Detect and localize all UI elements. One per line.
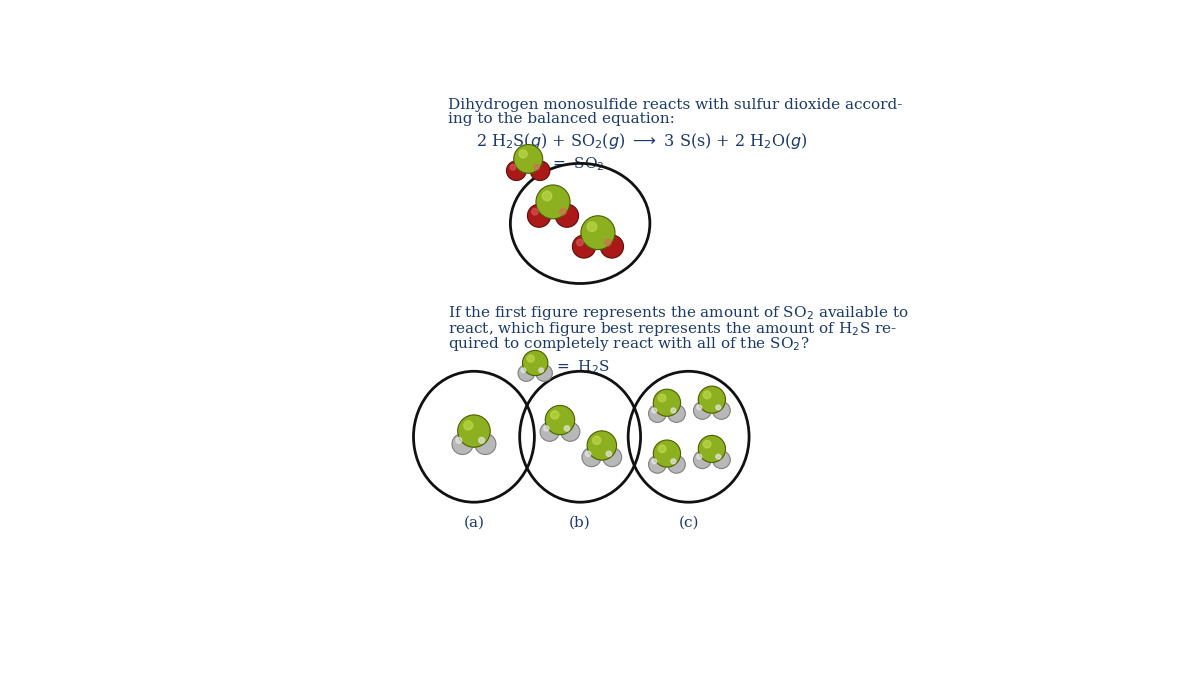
Circle shape	[559, 209, 566, 215]
Circle shape	[703, 391, 710, 399]
Circle shape	[527, 355, 534, 362]
Circle shape	[551, 411, 559, 419]
Circle shape	[694, 451, 712, 468]
Circle shape	[452, 433, 473, 454]
Circle shape	[457, 415, 491, 448]
Circle shape	[463, 421, 473, 430]
Circle shape	[577, 239, 583, 246]
Text: (a): (a)	[463, 516, 485, 530]
Text: react, which figure best represents the amount of H$_2$S re-: react, which figure best represents the …	[448, 320, 896, 338]
Circle shape	[600, 235, 624, 258]
Circle shape	[716, 405, 721, 410]
Text: (c): (c)	[678, 516, 698, 530]
Circle shape	[536, 185, 570, 219]
Text: Dihydrogen monosulfide reacts with sulfur dioxide accord-: Dihydrogen monosulfide reacts with sulfu…	[448, 98, 902, 112]
Circle shape	[713, 451, 731, 468]
Circle shape	[698, 386, 726, 413]
Circle shape	[716, 454, 721, 459]
Circle shape	[506, 161, 527, 180]
Text: $=$ H$_2$S: $=$ H$_2$S	[553, 358, 610, 376]
Circle shape	[564, 426, 570, 431]
Circle shape	[475, 433, 496, 454]
Circle shape	[671, 459, 676, 464]
Text: (b): (b)	[569, 516, 592, 530]
Circle shape	[456, 437, 462, 443]
Circle shape	[560, 423, 580, 441]
Circle shape	[520, 150, 527, 158]
Circle shape	[697, 405, 702, 410]
Circle shape	[586, 451, 590, 456]
Circle shape	[587, 222, 596, 232]
Circle shape	[534, 165, 539, 170]
Text: quired to completely react with all of the SO$_2$?: quired to completely react with all of t…	[448, 335, 809, 353]
Circle shape	[510, 165, 516, 170]
Text: If the first figure represents the amount of SO$_2$ available to: If the first figure represents the amoun…	[448, 304, 908, 322]
Circle shape	[667, 456, 685, 473]
Circle shape	[671, 408, 676, 413]
Circle shape	[556, 205, 578, 227]
Circle shape	[653, 440, 680, 467]
Circle shape	[593, 436, 601, 444]
Circle shape	[605, 239, 611, 246]
Circle shape	[652, 459, 656, 464]
Circle shape	[582, 448, 601, 466]
Circle shape	[648, 405, 666, 423]
Circle shape	[581, 216, 616, 250]
Circle shape	[698, 435, 726, 462]
Circle shape	[659, 394, 666, 402]
Circle shape	[587, 431, 617, 460]
Circle shape	[648, 456, 666, 473]
Circle shape	[652, 408, 656, 413]
Circle shape	[602, 448, 622, 466]
Circle shape	[530, 161, 550, 180]
Circle shape	[713, 402, 731, 419]
Circle shape	[542, 191, 552, 200]
Circle shape	[536, 365, 552, 381]
Circle shape	[521, 368, 526, 373]
Circle shape	[667, 405, 685, 423]
Circle shape	[659, 445, 666, 453]
Circle shape	[518, 365, 534, 381]
Circle shape	[479, 437, 485, 443]
Circle shape	[539, 368, 544, 373]
Circle shape	[697, 454, 702, 459]
Text: ing to the balanced equation:: ing to the balanced equation:	[448, 112, 674, 126]
Text: 2 H$_2$S($g$) + SO$_2$($g$) $\longrightarrow$ 3 S(s) + 2 H$_2$O($g$): 2 H$_2$S($g$) + SO$_2$($g$) $\longrighta…	[475, 131, 808, 151]
Circle shape	[572, 235, 595, 258]
Circle shape	[544, 426, 548, 431]
Circle shape	[522, 350, 548, 376]
Text: $=$ SO$_2$: $=$ SO$_2$	[550, 155, 605, 173]
Circle shape	[545, 406, 575, 435]
Circle shape	[653, 389, 680, 416]
Circle shape	[694, 402, 712, 419]
Circle shape	[528, 205, 551, 227]
Circle shape	[703, 440, 710, 448]
Circle shape	[532, 209, 539, 215]
Circle shape	[606, 451, 612, 456]
Circle shape	[540, 423, 559, 441]
Circle shape	[514, 144, 542, 173]
